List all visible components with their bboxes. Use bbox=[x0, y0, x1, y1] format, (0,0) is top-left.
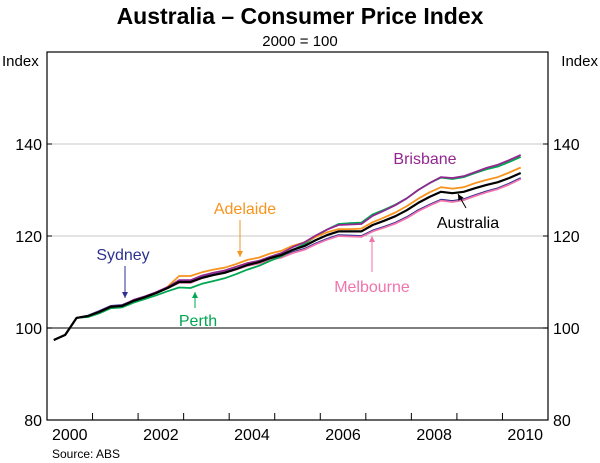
label-australia: Australia bbox=[437, 215, 499, 232]
y-tick-label-left-140: 140 bbox=[15, 137, 42, 154]
x-tick-label-2010: 2010 bbox=[507, 427, 543, 444]
series-line-australia bbox=[53, 171, 522, 342]
x-tick-label-2004: 2004 bbox=[234, 427, 270, 444]
source-note: Source: ABS bbox=[52, 447, 120, 461]
y-tick-label-right-140: 140 bbox=[553, 137, 580, 154]
y-axis-label-right: Index bbox=[561, 53, 598, 70]
y-tick-label-left-120: 120 bbox=[15, 229, 42, 246]
chart-title: Australia – Consumer Price Index bbox=[117, 3, 484, 29]
x-tick-label-2000: 2000 bbox=[52, 427, 88, 444]
label-adelaide: Adelaide bbox=[214, 201, 276, 218]
x-tick-label-2006: 2006 bbox=[325, 427, 361, 444]
label-sydney: Sydney bbox=[96, 247, 149, 264]
arrowhead-perth-icon bbox=[192, 292, 198, 298]
x-tick-label-2008: 2008 bbox=[416, 427, 452, 444]
arrowhead-melbourne-icon bbox=[369, 236, 375, 242]
label-brisbane: Brisbane bbox=[393, 151, 456, 168]
y-tick-label-right-80: 80 bbox=[553, 413, 571, 430]
y-tick-label-left-80: 80 bbox=[24, 413, 42, 430]
y-tick-label-left-100: 100 bbox=[15, 321, 42, 338]
label-perth: Perth bbox=[179, 313, 217, 330]
arrowhead-sydney-icon bbox=[122, 292, 128, 298]
y-axis-label-left: Index bbox=[2, 53, 39, 70]
arrowhead-adelaide-icon bbox=[237, 251, 243, 257]
label-melbourne: Melbourne bbox=[334, 279, 410, 296]
chart-subtitle: 2000 = 100 bbox=[262, 33, 338, 50]
x-tick-label-2002: 2002 bbox=[143, 427, 179, 444]
y-tick-label-right-120: 120 bbox=[553, 229, 580, 246]
arrowhead-australia-icon bbox=[458, 194, 464, 201]
y-tick-label-right-100: 100 bbox=[553, 321, 580, 338]
